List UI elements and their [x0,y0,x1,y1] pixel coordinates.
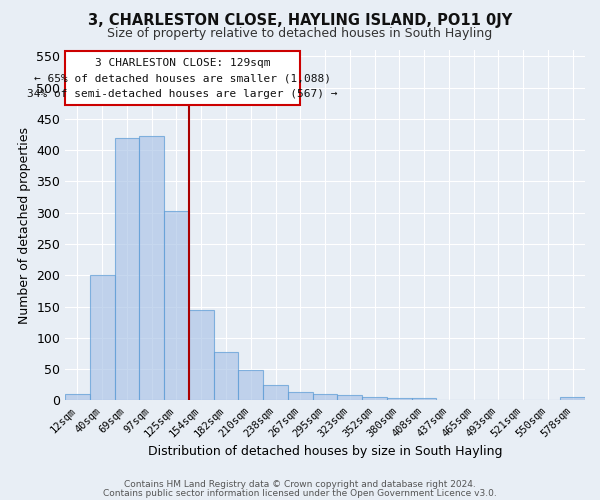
Bar [387,398,412,400]
Bar [139,136,164,400]
Bar [412,398,436,400]
Bar [65,394,90,400]
Text: 3, CHARLESTON CLOSE, HAYLING ISLAND, PO11 0JY: 3, CHARLESTON CLOSE, HAYLING ISLAND, PO1… [88,12,512,28]
X-axis label: Distribution of detached houses by size in South Hayling: Distribution of detached houses by size … [148,444,502,458]
Bar [189,310,214,400]
Text: 3 CHARLESTON CLOSE: 129sqm
← 65% of detached houses are smaller (1,088)
34% of s: 3 CHARLESTON CLOSE: 129sqm ← 65% of deta… [28,58,338,99]
Bar [90,276,115,400]
Bar [263,385,288,400]
Bar [164,212,189,400]
Text: Size of property relative to detached houses in South Hayling: Size of property relative to detached ho… [107,28,493,40]
Bar [214,352,238,401]
Bar [313,394,337,400]
Bar [560,398,585,400]
Bar [115,138,139,400]
Text: Contains HM Land Registry data © Crown copyright and database right 2024.: Contains HM Land Registry data © Crown c… [124,480,476,489]
Y-axis label: Number of detached properties: Number of detached properties [17,126,31,324]
Bar [65,52,300,105]
Bar [288,392,313,400]
Bar [238,370,263,400]
Bar [337,396,362,400]
Bar [362,398,387,400]
Text: Contains public sector information licensed under the Open Government Licence v3: Contains public sector information licen… [103,488,497,498]
